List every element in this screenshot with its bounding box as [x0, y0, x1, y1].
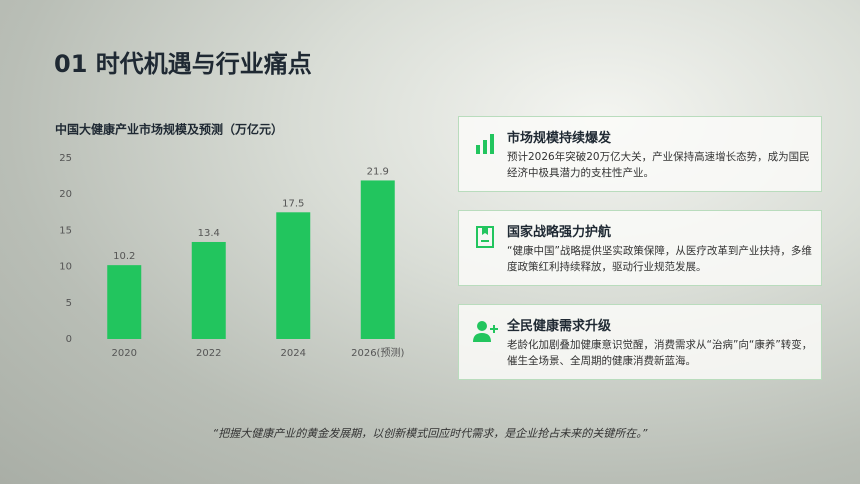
icon	[473, 321, 498, 342]
card-title: 国家战略强力护航	[507, 225, 612, 240]
slide-title: 01 时代机遇与行业痛点	[54, 50, 312, 78]
y-tick-label: 5	[66, 298, 72, 309]
icon	[476, 226, 494, 248]
chart-title: 中国大健康产业市场规模及预测（万亿元）	[55, 122, 283, 137]
card-text: 预计2026年突破20万亿大关，产业保持高速增长态势，成为国民经济中极具潜力的支…	[507, 151, 810, 179]
bar	[191, 241, 226, 339]
card-text: 老龄化加剧叠加健康意识觉醒，消费需求从“治病”向“康养”转变，催生全场景、全周期…	[507, 339, 813, 367]
y-tick-label: 20	[59, 189, 72, 200]
card-title: 市场规模持续爆发	[507, 131, 612, 146]
bar	[276, 212, 311, 339]
x-tick-label: 2020	[112, 348, 137, 359]
y-tick-label: 10	[59, 262, 72, 273]
y-tick-label: 15	[59, 225, 72, 236]
data-label: 21.9	[367, 166, 389, 177]
data-label: 13.4	[198, 228, 220, 239]
data-label: 10.2	[113, 251, 135, 262]
card-text: “健康中国”战略提供坚实政策保障，从医疗改革到产业扶持，多维度政策红利持续释放，…	[507, 245, 812, 273]
data-label: 17.5	[282, 198, 304, 209]
chart: 中国大健康产业市场规模及预测（万亿元） 0 5 10 15 20 25 2020 10.2 20…	[55, 122, 404, 360]
y-tick-label: 0	[66, 334, 72, 345]
quote: “把握大健康产业的黄金发展期，以创新模式回应时代需求，是企业抢占未来的关键所在。…	[212, 427, 648, 440]
x-tick-label: 2026(预测)	[351, 346, 404, 359]
bar	[360, 180, 395, 339]
card: 国家战略强力护航 “健康中国”战略提供坚实政策保障，从医疗改革到产业扶持，多维度…	[458, 210, 822, 286]
y-tick-label: 25	[59, 153, 72, 164]
x-tick-label: 2024	[281, 348, 306, 359]
card: 全民健康需求升级 老龄化加剧叠加健康意识觉醒，消费需求从“治病”向“康养”转变，…	[458, 304, 822, 380]
icon	[476, 134, 494, 154]
bar	[107, 265, 142, 339]
x-tick-label: 2022	[196, 348, 221, 359]
card: 市场规模持续爆发 预计2026年突破20万亿大关，产业保持高速增长态势，成为国民…	[458, 116, 822, 192]
card-title: 全民健康需求升级	[507, 319, 612, 334]
